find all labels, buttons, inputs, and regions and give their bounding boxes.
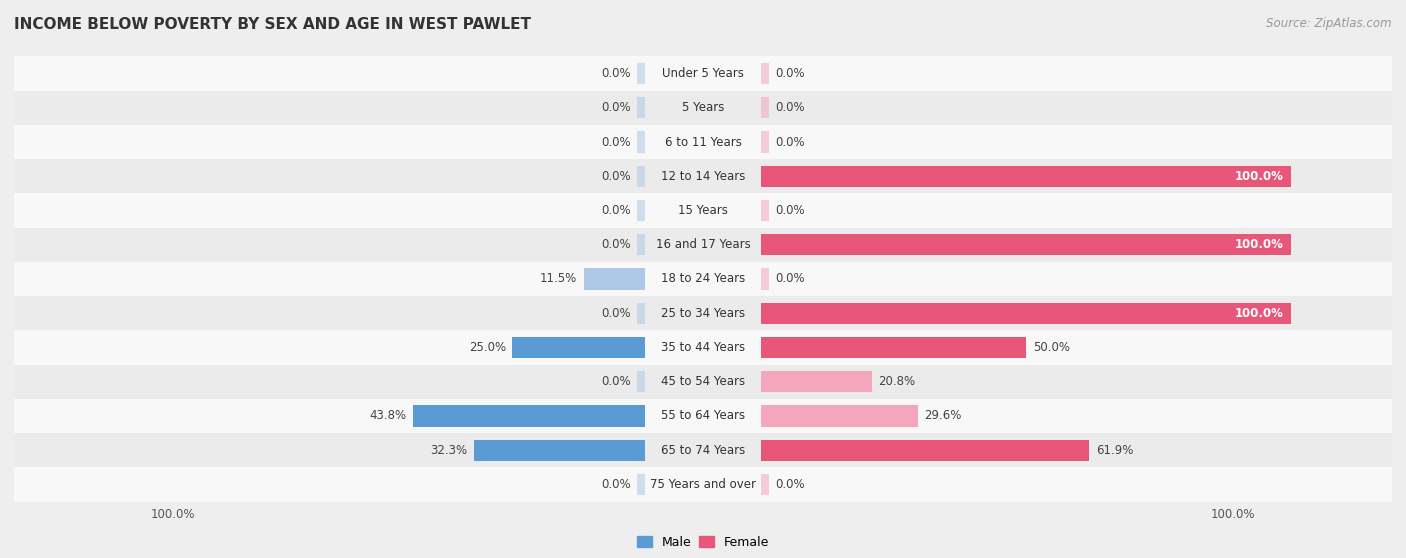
- Text: 15 Years: 15 Years: [678, 204, 728, 217]
- Bar: [761, 337, 1026, 358]
- Bar: [637, 234, 645, 256]
- Bar: [14, 330, 1392, 364]
- Bar: [14, 467, 1392, 502]
- Bar: [637, 474, 645, 495]
- Bar: [637, 132, 645, 153]
- Text: 0.0%: 0.0%: [600, 204, 630, 217]
- Text: 100.0%: 100.0%: [1234, 238, 1284, 251]
- Bar: [637, 97, 645, 118]
- Text: 16 and 17 Years: 16 and 17 Years: [655, 238, 751, 251]
- Text: 100.0%: 100.0%: [1234, 307, 1284, 320]
- Bar: [14, 364, 1392, 399]
- Text: 0.0%: 0.0%: [600, 307, 630, 320]
- Text: 18 to 24 Years: 18 to 24 Years: [661, 272, 745, 286]
- Bar: [14, 56, 1392, 91]
- Text: 0.0%: 0.0%: [600, 170, 630, 183]
- Bar: [14, 228, 1392, 262]
- Text: 0.0%: 0.0%: [600, 238, 630, 251]
- Bar: [14, 91, 1392, 125]
- Text: 0.0%: 0.0%: [600, 67, 630, 80]
- Bar: [637, 63, 645, 84]
- Bar: [637, 371, 645, 392]
- Text: 55 to 64 Years: 55 to 64 Years: [661, 410, 745, 422]
- Text: 61.9%: 61.9%: [1095, 444, 1133, 456]
- Bar: [637, 166, 645, 187]
- Bar: [14, 296, 1392, 330]
- Bar: [637, 302, 645, 324]
- Bar: [14, 262, 1392, 296]
- Legend: Male, Female: Male, Female: [631, 531, 775, 554]
- Text: 25.0%: 25.0%: [468, 341, 506, 354]
- Text: INCOME BELOW POVERTY BY SEX AND AGE IN WEST PAWLET: INCOME BELOW POVERTY BY SEX AND AGE IN W…: [14, 17, 531, 32]
- Text: 0.0%: 0.0%: [600, 136, 630, 148]
- Bar: [761, 63, 769, 84]
- Text: 5 Years: 5 Years: [682, 102, 724, 114]
- Text: 32.3%: 32.3%: [430, 444, 467, 456]
- Bar: [761, 405, 918, 426]
- Bar: [512, 337, 645, 358]
- Bar: [761, 268, 769, 290]
- Bar: [761, 200, 769, 221]
- Text: 0.0%: 0.0%: [776, 478, 806, 491]
- Bar: [637, 200, 645, 221]
- Text: 0.0%: 0.0%: [600, 102, 630, 114]
- Bar: [761, 371, 872, 392]
- Text: 20.8%: 20.8%: [877, 375, 915, 388]
- Text: 35 to 44 Years: 35 to 44 Years: [661, 341, 745, 354]
- Text: 25 to 34 Years: 25 to 34 Years: [661, 307, 745, 320]
- Text: 12 to 14 Years: 12 to 14 Years: [661, 170, 745, 183]
- Bar: [761, 302, 1291, 324]
- Text: 0.0%: 0.0%: [776, 272, 806, 286]
- Text: 45 to 54 Years: 45 to 54 Years: [661, 375, 745, 388]
- Bar: [761, 234, 1291, 256]
- Bar: [761, 132, 769, 153]
- Text: Source: ZipAtlas.com: Source: ZipAtlas.com: [1267, 17, 1392, 30]
- Text: 43.8%: 43.8%: [370, 410, 406, 422]
- Text: 6 to 11 Years: 6 to 11 Years: [665, 136, 741, 148]
- Text: 0.0%: 0.0%: [776, 67, 806, 80]
- Text: 29.6%: 29.6%: [925, 410, 962, 422]
- Text: Under 5 Years: Under 5 Years: [662, 67, 744, 80]
- Text: 0.0%: 0.0%: [600, 375, 630, 388]
- Text: 0.0%: 0.0%: [600, 478, 630, 491]
- Bar: [14, 433, 1392, 467]
- Bar: [14, 399, 1392, 433]
- Text: 75 Years and over: 75 Years and over: [650, 478, 756, 491]
- Bar: [14, 125, 1392, 159]
- Bar: [14, 194, 1392, 228]
- Bar: [474, 440, 645, 461]
- Text: 0.0%: 0.0%: [776, 136, 806, 148]
- Bar: [761, 166, 1291, 187]
- Bar: [761, 97, 769, 118]
- Text: 0.0%: 0.0%: [776, 204, 806, 217]
- Text: 11.5%: 11.5%: [540, 272, 578, 286]
- Bar: [761, 474, 769, 495]
- Bar: [761, 440, 1090, 461]
- Bar: [412, 405, 645, 426]
- Bar: [14, 159, 1392, 194]
- Text: 50.0%: 50.0%: [1032, 341, 1070, 354]
- Text: 65 to 74 Years: 65 to 74 Years: [661, 444, 745, 456]
- Text: 0.0%: 0.0%: [776, 102, 806, 114]
- Text: 100.0%: 100.0%: [1234, 170, 1284, 183]
- Bar: [583, 268, 645, 290]
